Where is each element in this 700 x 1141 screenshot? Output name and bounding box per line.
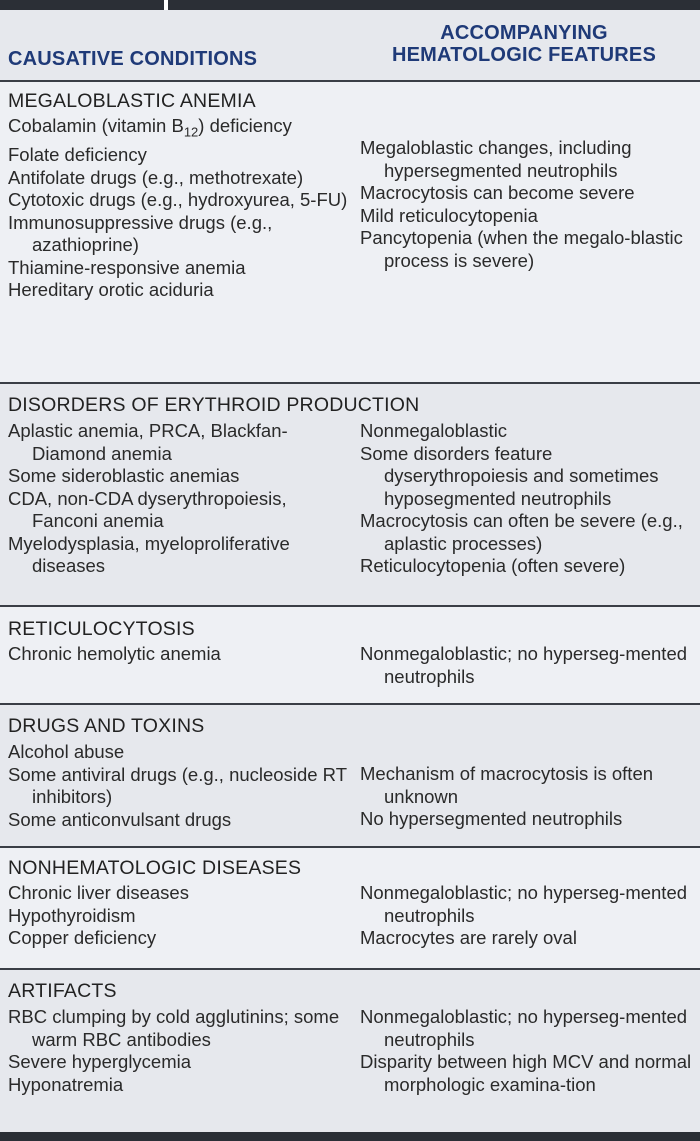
header-right-line1: ACCOMPANYING (440, 22, 608, 44)
table-header: CAUSATIVE CONDITIONS ACCOMPANYING HEMATO… (0, 10, 700, 80)
feature-item: Some disorders feature dyserythropoiesis… (360, 442, 659, 509)
feature-item: Macrocytosis can often be severe (e.g., … (360, 510, 683, 554)
section-divider (0, 703, 700, 705)
feature-item: Nonmegaloblastic; no hyperseg-mented neu… (360, 643, 688, 687)
header-hematologic-features: ACCOMPANYING HEMATOLOGIC FEATURES (354, 22, 694, 66)
section-title: DRUGS AND TOXINS (8, 715, 205, 737)
section-divider (0, 80, 700, 82)
feature-item: Mild reticulocytopenia (360, 204, 538, 226)
features-list: Megaloblastic changes, including hyperse… (360, 137, 695, 272)
feature-item: Reticulocytopenia (often severe) (360, 555, 626, 576)
cause-item: Chronic hemolytic anemia (8, 643, 221, 664)
cause-item: Severe hyperglycemia (8, 1051, 192, 1072)
feature-item: No hypersegmented neutrophils (360, 808, 623, 829)
causes-list: RBC clumping by cold agglutinins; some w… (8, 1006, 353, 1096)
cause-item: Myelodysplasia, myeloproliferative disea… (8, 532, 290, 577)
section-title: RETICULOCYTOSIS (8, 618, 195, 640)
cause-item: Some antiviral drugs (e.g., nucleoside R… (8, 763, 347, 808)
feature-item: Nonmegaloblastic (360, 420, 508, 441)
features-list: Nonmegaloblastic Some disorders feature … (360, 420, 695, 578)
header-causative-conditions: CAUSATIVE CONDITIONS (8, 48, 258, 70)
header-right-line2: HEMATOLOGIC FEATURES (392, 44, 656, 66)
section-divider (0, 846, 700, 848)
section-divider (0, 968, 700, 970)
feature-item: Disparity between high MCV and normal mo… (360, 1051, 692, 1095)
section-title: ARTIFACTS (8, 980, 117, 1002)
bottom-rule (0, 1132, 700, 1141)
section-drugs-and-toxins: DRUGS AND TOXINS Alcohol abuse Some anti… (0, 703, 700, 846)
cause-item: Cobalamin (vitamin B12) deficiency (8, 115, 292, 140)
feature-item: Mechanism of macrocytosis is often unkno… (360, 763, 654, 807)
cause-item: Hypothyroidism (8, 904, 136, 926)
cause-item: Thiamine-responsive anemia (8, 256, 246, 278)
causes-list: Aplastic anemia, PRCA, Blackfan-Diamond … (8, 420, 353, 578)
features-list: Nonmegaloblastic; no hyperseg-mented neu… (360, 643, 695, 688)
causes-list: Alcohol abuse Some antiviral drugs (e.g.… (8, 741, 353, 831)
cause-item: Folate deficiency (8, 144, 147, 166)
feature-item: Pancytopenia (when the megalo-blastic pr… (360, 227, 683, 271)
cause-item: Immunosuppressive drugs (e.g., azathiopr… (8, 211, 273, 256)
causes-list: Chronic hemolytic anemia (8, 643, 353, 666)
section-title: NONHEMATOLOGIC DISEASES (8, 857, 302, 879)
cause-item: Antifolate drugs (e.g., methotrexate) (8, 166, 304, 188)
section-nonhematologic-diseases: NONHEMATOLOGIC DISEASES Chronic liver di… (0, 846, 700, 968)
feature-item: Nonmegaloblastic; no hyperseg-mented neu… (360, 1006, 688, 1050)
cause-item: Hereditary orotic aciduria (8, 279, 214, 301)
causes-list: Chronic liver diseases Hypothyroidism Co… (8, 882, 353, 950)
features-list: Nonmegaloblastic; no hyperseg-mented neu… (360, 1006, 695, 1096)
feature-item: Macrocytosis can become severe (360, 182, 635, 203)
cause-item: RBC clumping by cold agglutinins; some w… (8, 1006, 340, 1050)
cause-item: Some sideroblastic anemias (8, 465, 240, 486)
section-divider (0, 605, 700, 607)
causes-list: Cobalamin (vitamin B12) deficiency Folat… (8, 115, 353, 302)
cause-item: Cytotoxic drugs (e.g., hydroxyurea, 5-FU… (8, 189, 348, 211)
cause-item: Chronic liver diseases (8, 882, 189, 903)
top-rule (0, 0, 700, 10)
features-list: Mechanism of macrocytosis is often unkno… (360, 763, 695, 831)
section-divider (0, 382, 700, 384)
feature-item: Nonmegaloblastic; no hyperseg-mented neu… (360, 882, 688, 926)
cause-item: Hyponatremia (8, 1073, 124, 1095)
cause-item: Some anticonvulsant drugs (8, 808, 232, 830)
cause-item: Alcohol abuse (8, 741, 125, 762)
section-artifacts: ARTIFACTS RBC clumping by cold agglutini… (0, 968, 700, 1132)
section-erythroid-production: DISORDERS OF ERYTHROID PRODUCTION Aplast… (0, 382, 700, 605)
feature-item: Macrocytes are rarely oval (360, 927, 577, 948)
features-list: Nonmegaloblastic; no hyperseg-mented neu… (360, 882, 695, 950)
section-reticulocytosis: RETICULOCYTOSIS Chronic hemolytic anemia… (0, 605, 700, 703)
cause-item: CDA, non-CDA dyserythropoiesis, Fanconi … (8, 487, 287, 532)
cause-item: Aplastic anemia, PRCA, Blackfan-Diamond … (8, 420, 288, 464)
section-title: DISORDERS OF ERYTHROID PRODUCTION (8, 394, 420, 416)
section-megaloblastic-anemia: MEGALOBLASTIC ANEMIA Cobalamin (vitamin … (0, 80, 700, 382)
cause-item: Copper deficiency (8, 927, 157, 948)
feature-item: Megaloblastic changes, including hyperse… (360, 137, 632, 181)
section-title: MEGALOBLASTIC ANEMIA (8, 90, 256, 112)
top-rule-notch (164, 0, 168, 10)
